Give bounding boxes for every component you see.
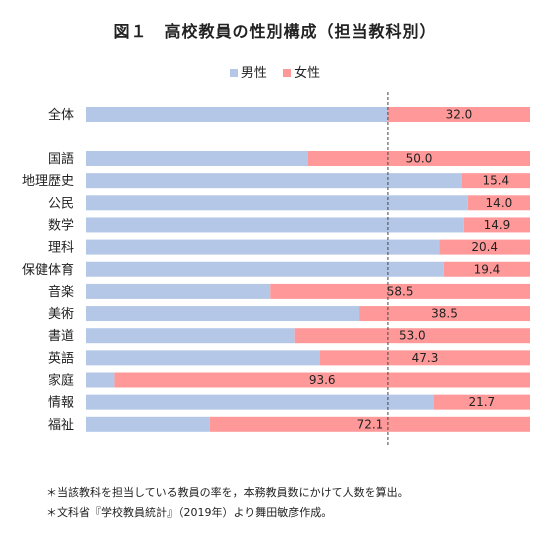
category-label: 家庭	[48, 373, 74, 389]
data-label: 14.9	[484, 218, 511, 232]
bar-female	[443, 261, 530, 277]
legend: 男性 女性	[0, 62, 550, 81]
category-label: 理科	[48, 241, 74, 256]
bar-female	[319, 350, 530, 366]
bar-male	[86, 151, 308, 166]
data-label: 21.7	[468, 395, 495, 409]
data-label: 93.6	[309, 373, 336, 387]
data-label: 47.3	[412, 351, 439, 365]
bar-female	[467, 195, 530, 211]
category-label: 情報	[48, 396, 74, 411]
note-2: ＊文科省『学校教員統計』（2019年）より舞田敏彦作成。	[46, 506, 333, 519]
category-label: 数学	[48, 217, 74, 233]
category-label: 書道	[48, 329, 74, 344]
category-label: 音楽	[48, 284, 74, 300]
bar-male	[86, 394, 434, 410]
bar-female	[463, 217, 530, 233]
bar-female	[433, 394, 530, 410]
bar-female	[114, 372, 530, 388]
chart-title: 図１ 高校教員の性別構成（担当教科別）	[113, 22, 437, 41]
bar-male	[86, 217, 464, 233]
category-label: 全体	[48, 107, 74, 123]
legend-item-female: 女性	[283, 62, 320, 81]
legend-label-male: 男性	[240, 66, 267, 81]
legend-label-female: 女性	[294, 66, 321, 81]
category-label: 美術	[48, 307, 74, 322]
data-label: 72.1	[357, 417, 384, 431]
bar-male	[86, 350, 320, 366]
legend-swatch-female	[283, 69, 292, 77]
bar-female	[209, 416, 530, 432]
data-label: 19.4	[474, 262, 501, 276]
data-label: 58.5	[387, 284, 414, 298]
data-label: 15.4	[482, 174, 509, 188]
bar-female	[439, 239, 530, 255]
bar-male	[86, 372, 115, 388]
bar-female	[308, 151, 530, 166]
data-label: 14.0	[486, 196, 513, 210]
category-label: 地理歴史	[22, 174, 74, 189]
bar-female	[270, 283, 530, 299]
note-1: ＊当該教科を担当している教員の率を，本務教員数にかけて人数を算出。	[46, 486, 409, 499]
bar-male	[86, 195, 468, 211]
category-label: 英語	[48, 350, 74, 366]
bar-male	[86, 173, 462, 189]
bar-female	[461, 173, 530, 189]
bar-female	[294, 328, 530, 344]
data-label: 50.0	[406, 152, 433, 166]
bar-male	[86, 239, 440, 255]
bar-female	[359, 306, 530, 322]
bar-male	[86, 328, 295, 344]
legend-item-male: 男性	[229, 62, 267, 81]
category-label: 福祉	[48, 418, 74, 433]
data-label: 38.5	[431, 307, 458, 321]
notes: ＊当該教科を担当している教員の率を，本務教員数にかけて人数を算出。 ＊文科省『学…	[46, 483, 409, 523]
bar-male	[86, 306, 360, 322]
category-label: 公民	[48, 196, 74, 211]
data-label: 20.4	[471, 240, 498, 254]
category-label: 国語	[48, 151, 74, 167]
legend-swatch-male	[229, 69, 238, 77]
bar-male	[86, 283, 271, 299]
data-label: 32.0	[446, 108, 473, 122]
bar-male	[86, 261, 444, 277]
bar-female	[387, 107, 530, 122]
bar-male	[86, 416, 210, 432]
data-label: 53.0	[399, 329, 426, 343]
bar-chart: 全体 32.0 国語 50.0 地理歴史 15.4 公民 14.0 数学 14.9 理科 20.4 保健…	[22, 92, 530, 447]
category-label: 保健体育	[22, 262, 74, 278]
bar-male	[86, 107, 388, 122]
